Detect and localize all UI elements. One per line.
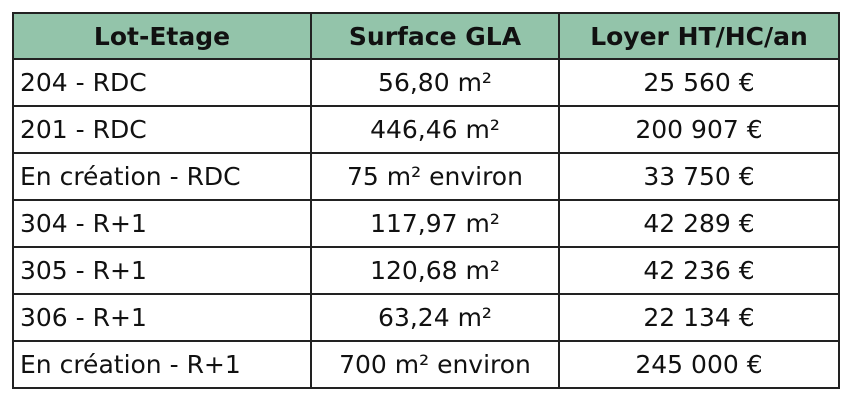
table: Lot-Etage Surface GLA Loyer HT/HC/an 204 -… <box>12 12 840 389</box>
table-cell: 25 560 € <box>558 58 840 107</box>
table-cell: 75 m² environ <box>310 152 560 201</box>
header-row: Lot-Etage Surface GLA Loyer HT/HC/an <box>12 12 840 60</box>
table-cell: 204 - RDC <box>12 58 312 107</box>
table-cell: 33 750 € <box>558 152 840 201</box>
header-cell: Surface GLA <box>310 12 560 60</box>
table-cell: 120,68 m² <box>310 246 560 295</box>
table-cell: 446,46 m² <box>310 105 560 154</box>
table-cell: 700 m² environ <box>310 340 560 389</box>
table-body: 204 - RDC 56,80 m² 25 560 €201 - RDC 446,46… <box>12 58 840 389</box>
table-cell: 117,97 m² <box>310 199 560 248</box>
table-row: En création - RDC 75 m² environ 33 750 € <box>12 152 840 201</box>
table-cell: 42 236 € <box>558 246 840 295</box>
table-cell: 201 - RDC <box>12 105 312 154</box>
table-row: 304 - R+1 117,97 m² 42 289 € <box>12 199 840 248</box>
table-cell: 22 134 € <box>558 293 840 342</box>
table-cell: 306 - R+1 <box>12 293 312 342</box>
table-cell: En création - R+1 <box>12 340 312 389</box>
table-cell: 63,24 m² <box>310 293 560 342</box>
table-row: 306 - R+1 63,24 m² 22 134 € <box>12 293 840 342</box>
table-row: 201 - RDC 446,46 m² 200 907 € <box>12 105 840 154</box>
table-row: 305 - R+1 120,68 m² 42 236 € <box>12 246 840 295</box>
table-cell: En création - RDC <box>12 152 312 201</box>
table-row: En création - R+1 700 m² environ 245 000 € <box>12 340 840 389</box>
table-cell: 42 289 € <box>558 199 840 248</box>
header-cell: Lot-Etage <box>12 12 312 60</box>
table-cell: 56,80 m² <box>310 58 560 107</box>
table-cell: 305 - R+1 <box>12 246 312 295</box>
table-cell: 200 907 € <box>558 105 840 154</box>
header-cell: Loyer HT/HC/an <box>558 12 840 60</box>
table-cell: 245 000 € <box>558 340 840 389</box>
table-cell: 304 - R+1 <box>12 199 312 248</box>
table-row: 204 - RDC 56,80 m² 25 560 € <box>12 58 840 107</box>
